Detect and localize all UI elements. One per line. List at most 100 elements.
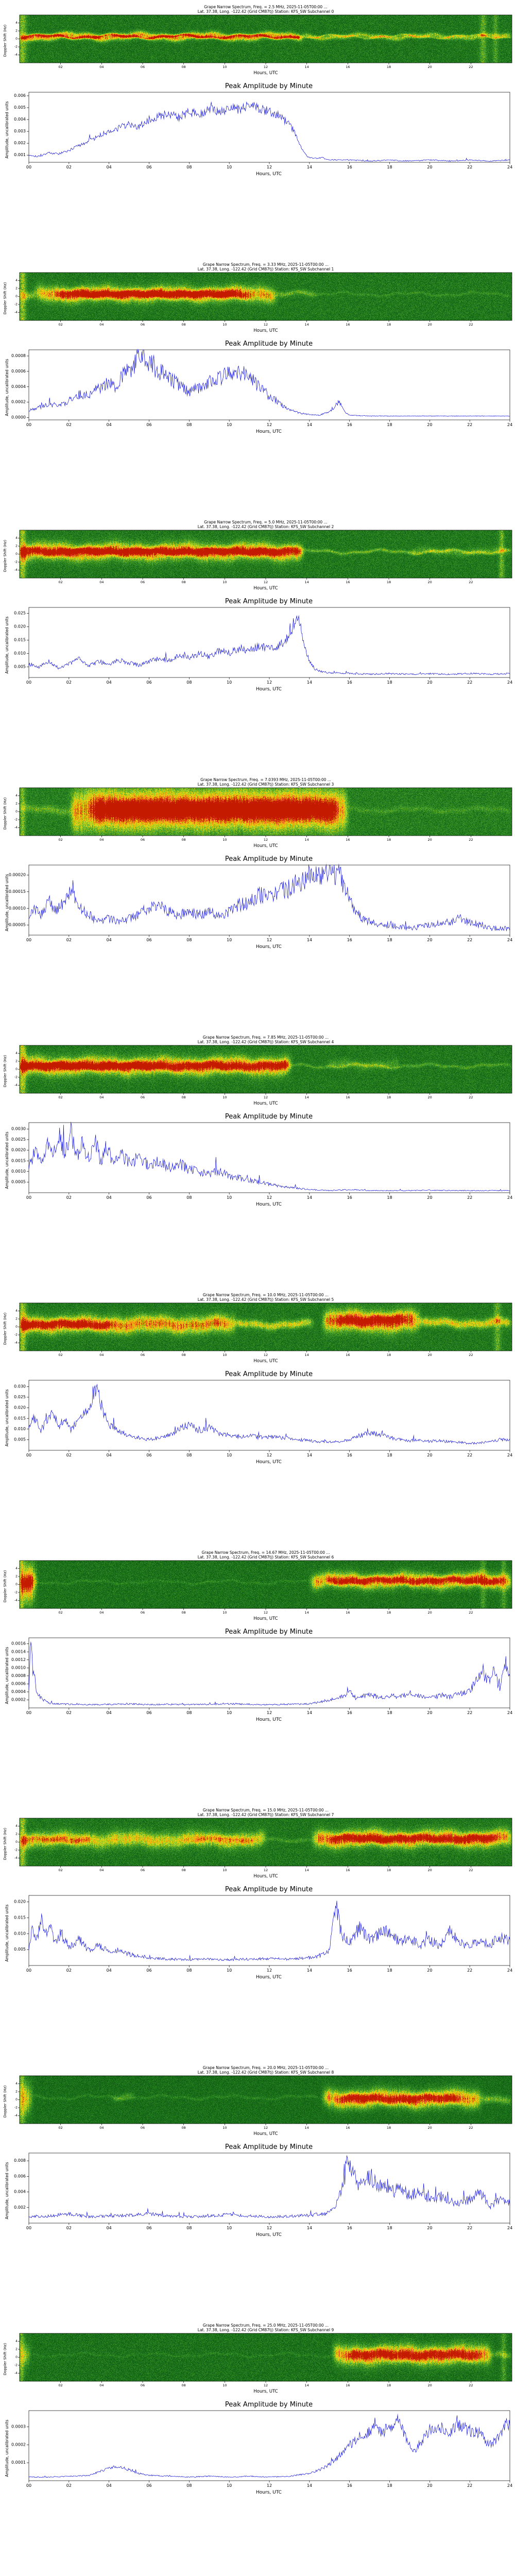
spectrogram-figure: Doppler Shift (Hz)	[0, 1044, 515, 1101]
amplitude-axis-label: Amplitude, uncalibrated units	[5, 616, 9, 674]
subchannel-block: Grape Narrow Spectrum, Freq. = 2.5 MHz, …	[0, 0, 515, 258]
doppler-shift-axis-label: Doppler Shift (Hz)	[3, 1570, 7, 1603]
amplitude-title: Peak Amplitude by Minute	[225, 855, 313, 863]
doppler-shift-axis-label: Doppler Shift (Hz)	[3, 2085, 7, 2118]
amplitude-title: Peak Amplitude by Minute	[225, 1113, 313, 1121]
amplitude-figure: Amplitude, uncalibrated units	[0, 1378, 515, 1460]
hours-utc-axis-label: Hours, UTC	[256, 944, 282, 950]
spectrogram-subtitle: Lat. 37.38, Long. -122.42 (Grid CM87tj) …	[197, 1812, 334, 1817]
doppler-shift-axis-label: Doppler Shift (Hz)	[3, 282, 7, 315]
spectrogram-title: Grape Narrow Spectrum, Freq. = 25.0 MHz,…	[202, 2323, 329, 2328]
subchannel-block: Grape Narrow Spectrum, Freq. = 7.0393 MH…	[0, 773, 515, 1030]
amplitude-axis-label: Amplitude, uncalibrated units	[5, 359, 9, 416]
amplitude-axis-label: Amplitude, uncalibrated units	[5, 101, 9, 159]
hours-utc-axis-label: Hours, UTC	[253, 71, 278, 76]
subchannel-block: Grape Narrow Spectrum, Freq. = 7.85 MHz,…	[0, 1030, 515, 1288]
hours-utc-axis-label: Hours, UTC	[256, 1717, 282, 1722]
amplitude-plot	[0, 2151, 515, 2232]
spectrogram-figure: Doppler Shift (Hz)	[0, 787, 515, 843]
subchannel-block: Grape Narrow Spectrum, Freq. = 5.0 MHz, …	[0, 515, 515, 773]
spectrogram-plot	[0, 1302, 515, 1359]
hours-utc-axis-label: Hours, UTC	[253, 1616, 278, 1621]
amplitude-title: Peak Amplitude by Minute	[225, 598, 313, 605]
amplitude-plot	[0, 1893, 515, 1975]
spectrogram-figure: Doppler Shift (Hz)	[0, 2332, 515, 2389]
subchannel-block: Grape Narrow Spectrum, Freq. = 20.0 MHz,…	[0, 2061, 515, 2318]
amplitude-plot	[0, 1636, 515, 1717]
amplitude-axis-label: Amplitude, uncalibrated units	[5, 1131, 9, 1189]
spectrogram-title: Grape Narrow Spectrum, Freq. = 10.0 MHz,…	[202, 1293, 329, 1297]
spectrogram-subtitle: Lat. 37.38, Long. -122.42 (Grid CM87tj) …	[197, 1040, 334, 1044]
spectrogram-figure: Doppler Shift (Hz)	[0, 14, 515, 71]
hours-utc-axis-label: Hours, UTC	[253, 2131, 278, 2137]
spectrogram-subtitle: Lat. 37.38, Long. -122.42 (Grid CM87tj) …	[197, 2328, 334, 2332]
amplitude-plot	[0, 1121, 515, 1202]
hours-utc-axis-label: Hours, UTC	[253, 2389, 278, 2394]
spectrogram-plot	[0, 1044, 515, 1101]
amplitude-figure: Amplitude, uncalibrated units	[0, 2151, 515, 2232]
spectrogram-title: Grape Narrow Spectrum, Freq. = 7.0393 MH…	[200, 777, 331, 782]
amplitude-figure: Amplitude, uncalibrated units	[0, 348, 515, 429]
spectrogram-title: Grape Narrow Spectrum, Freq. = 14.67 MHz…	[201, 1550, 330, 1555]
amplitude-axis-label: Amplitude, uncalibrated units	[5, 1647, 9, 1704]
spectrogram-plot	[0, 1560, 515, 1616]
amplitude-title: Peak Amplitude by Minute	[225, 82, 313, 90]
amplitude-title: Peak Amplitude by Minute	[225, 1886, 313, 1893]
spectrogram-figure: Doppler Shift (Hz)	[0, 1817, 515, 1874]
doppler-shift-axis-label: Doppler Shift (Hz)	[3, 797, 7, 830]
spectrogram-figure: Doppler Shift (Hz)	[0, 1302, 515, 1359]
spectrogram-title: Grape Narrow Spectrum, Freq. = 2.5 MHz, …	[204, 5, 328, 9]
spectrogram-title: Grape Narrow Spectrum, Freq. = 3.33 MHz,…	[202, 262, 329, 267]
amplitude-plot	[0, 863, 515, 944]
spectrogram-figure: Doppler Shift (Hz)	[0, 529, 515, 586]
hours-utc-axis-label: Hours, UTC	[253, 843, 278, 849]
hours-utc-axis-label: Hours, UTC	[256, 1202, 282, 1207]
doppler-shift-axis-label: Doppler Shift (Hz)	[3, 1055, 7, 1088]
amplitude-title: Peak Amplitude by Minute	[225, 2143, 313, 2151]
spectrogram-subtitle: Lat. 37.38, Long. -122.42 (Grid CM87tj) …	[197, 1555, 334, 1560]
amplitude-axis-label: Amplitude, uncalibrated units	[5, 2419, 9, 2477]
hours-utc-axis-label: Hours, UTC	[253, 1359, 278, 1364]
doppler-shift-axis-label: Doppler Shift (Hz)	[3, 24, 7, 57]
spectrogram-title: Grape Narrow Spectrum, Freq. = 7.85 MHz,…	[202, 1035, 329, 1040]
amplitude-plot	[0, 605, 515, 687]
subchannel-block: Grape Narrow Spectrum, Freq. = 14.67 MHz…	[0, 1546, 515, 1803]
hours-utc-axis-label: Hours, UTC	[253, 586, 278, 591]
amplitude-title: Peak Amplitude by Minute	[225, 2401, 313, 2409]
subchannel-block: Grape Narrow Spectrum, Freq. = 3.33 MHz,…	[0, 258, 515, 515]
amplitude-axis-label: Amplitude, uncalibrated units	[5, 1904, 9, 1962]
subchannel-block: Grape Narrow Spectrum, Freq. = 10.0 MHz,…	[0, 1288, 515, 1546]
hours-utc-axis-label: Hours, UTC	[253, 1101, 278, 1106]
amplitude-figure: Amplitude, uncalibrated units	[0, 90, 515, 172]
doppler-shift-axis-label: Doppler Shift (Hz)	[3, 1312, 7, 1345]
amplitude-axis-label: Amplitude, uncalibrated units	[5, 2162, 9, 2219]
spectrogram-plot	[0, 2332, 515, 2389]
hours-utc-axis-label: Hours, UTC	[256, 172, 282, 177]
doppler-shift-axis-label: Doppler Shift (Hz)	[3, 1827, 7, 1860]
spectrogram-plot	[0, 529, 515, 586]
subchannel-block: Grape Narrow Spectrum, Freq. = 15.0 MHz,…	[0, 1803, 515, 2061]
amplitude-title: Peak Amplitude by Minute	[225, 1370, 313, 1378]
spectrogram-title: Grape Narrow Spectrum, Freq. = 5.0 MHz, …	[204, 520, 328, 524]
spectrogram-subtitle: Lat. 37.38, Long. -122.42 (Grid CM87tj) …	[197, 1297, 334, 1302]
spectrogram-subtitle: Lat. 37.38, Long. -122.42 (Grid CM87tj) …	[197, 782, 334, 787]
spectrogram-figure: Doppler Shift (Hz)	[0, 272, 515, 328]
spectrogram-figure: Doppler Shift (Hz)	[0, 1560, 515, 1616]
hours-utc-axis-label: Hours, UTC	[256, 2232, 282, 2238]
spectrogram-plot	[0, 14, 515, 71]
hours-utc-axis-label: Hours, UTC	[256, 687, 282, 692]
spectrogram-title: Grape Narrow Spectrum, Freq. = 20.0 MHz,…	[202, 2065, 329, 2070]
spectrogram-plot	[0, 272, 515, 328]
amplitude-figure: Amplitude, uncalibrated units	[0, 605, 515, 687]
amplitude-figure: Amplitude, uncalibrated units	[0, 1121, 515, 1202]
doppler-shift-axis-label: Doppler Shift (Hz)	[3, 539, 7, 572]
amplitude-figure: Amplitude, uncalibrated units	[0, 863, 515, 944]
amplitude-plot	[0, 90, 515, 172]
spectrogram-subtitle: Lat. 37.38, Long. -122.42 (Grid CM87tj) …	[197, 2070, 334, 2075]
subchannel-block: Grape Narrow Spectrum, Freq. = 25.0 MHz,…	[0, 2318, 515, 2576]
amplitude-figure: Amplitude, uncalibrated units	[0, 1893, 515, 1975]
spectrogram-figure: Doppler Shift (Hz)	[0, 2075, 515, 2131]
spectrogram-plot	[0, 1817, 515, 1874]
hours-utc-axis-label: Hours, UTC	[253, 328, 278, 333]
